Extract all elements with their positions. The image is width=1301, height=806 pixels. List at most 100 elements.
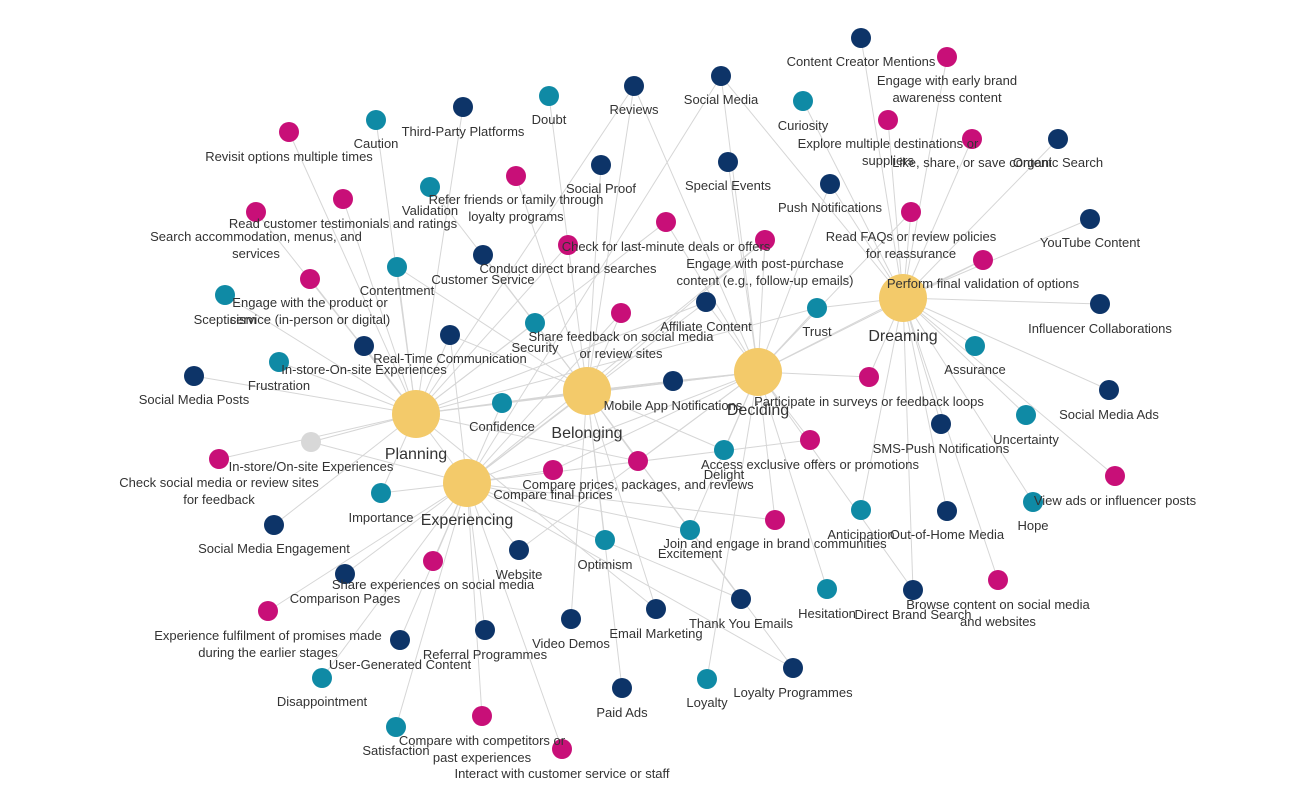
node-assurance[interactable] (965, 336, 985, 356)
edge-dreaming-curiosity (802, 100, 904, 299)
node-real-time-communication[interactable] (440, 325, 460, 345)
node-perform-final-validation[interactable] (973, 250, 993, 270)
label-excitement: Excitement (658, 546, 723, 561)
node-scepticism[interactable] (215, 285, 235, 305)
node-dreaming[interactable] (879, 274, 927, 322)
edge-dreaming-uncertainty (902, 297, 1027, 416)
node-affiliate-content[interactable] (696, 292, 716, 312)
node-doubt[interactable] (539, 86, 559, 106)
node-third-party-platforms[interactable] (453, 97, 473, 117)
node-social-proof[interactable] (591, 155, 611, 175)
edge-planning-frustration (278, 361, 417, 415)
node-youtube-content[interactable] (1080, 209, 1100, 229)
label-hope: Hope (1017, 518, 1048, 533)
node-sms-push-notifications[interactable] (931, 414, 951, 434)
node-compare-prices-packages[interactable] (628, 451, 648, 471)
node-in-store-on-site-experiences-2[interactable] (354, 336, 374, 356)
node-out-of-home-media[interactable] (937, 501, 957, 521)
node-video-demos[interactable] (561, 609, 581, 629)
node-check-social-review[interactable] (209, 449, 229, 469)
edge-deciding-join-communities (757, 371, 776, 521)
node-hope[interactable] (1023, 492, 1043, 512)
label-video-demos: Video Demos (532, 636, 610, 651)
node-interact-customer-service[interactable] (552, 739, 572, 759)
node-explore-destinations[interactable] (878, 110, 898, 130)
label-reviews: Reviews (609, 102, 659, 117)
label-satisfaction: Satisfaction (362, 743, 429, 758)
node-thank-you-emails[interactable] (731, 589, 751, 609)
node-like-share-save[interactable] (962, 129, 982, 149)
label-anticipation: Anticipation (827, 527, 894, 542)
node-participate-surveys[interactable] (859, 367, 879, 387)
node-optimism[interactable] (595, 530, 615, 550)
node-engage-product-service[interactable] (300, 269, 320, 289)
node-in-store-on-site-experiences[interactable] (301, 432, 321, 452)
node-anticipation[interactable] (851, 500, 871, 520)
label-check-social-review: Check social media or review sites for fe… (119, 475, 319, 507)
node-belonging[interactable] (563, 367, 611, 415)
node-comparison-pages[interactable] (335, 564, 355, 584)
node-compare-competitors[interactable] (472, 706, 492, 726)
node-loyalty[interactable] (697, 669, 717, 689)
node-mobile-app-notifications[interactable] (663, 371, 683, 391)
node-uncertainty[interactable] (1016, 405, 1036, 425)
label-social-media-posts: Social Media Posts (139, 392, 250, 407)
node-experiencing[interactable] (443, 459, 491, 507)
label-mobile-app-notifications: Mobile App Notifications (604, 398, 743, 413)
node-direct-brand-search[interactable] (903, 580, 923, 600)
node-loyalty-programmes[interactable] (783, 658, 803, 678)
node-confidence[interactable] (492, 393, 512, 413)
node-share-experiences[interactable] (423, 551, 443, 571)
node-hesitation[interactable] (817, 579, 837, 599)
node-security[interactable] (525, 313, 545, 333)
node-browse-content[interactable] (988, 570, 1008, 590)
node-curiosity[interactable] (793, 91, 813, 111)
node-read-faqs[interactable] (901, 202, 921, 222)
node-paid-ads[interactable] (612, 678, 632, 698)
node-website[interactable] (509, 540, 529, 560)
node-check-last-minute[interactable] (656, 212, 676, 232)
node-experience-fulfilment[interactable] (258, 601, 278, 621)
node-delight[interactable] (714, 440, 734, 460)
node-refer-friends[interactable] (506, 166, 526, 186)
node-validation[interactable] (420, 177, 440, 197)
node-contentment[interactable] (387, 257, 407, 277)
edge-belonging-social-proof (586, 164, 602, 392)
node-influencer-collaborations[interactable] (1090, 294, 1110, 314)
node-push-notifications[interactable] (820, 174, 840, 194)
node-user-generated-content[interactable] (390, 630, 410, 650)
node-organic-search[interactable] (1048, 129, 1068, 149)
node-satisfaction[interactable] (386, 717, 406, 737)
node-share-feedback[interactable] (611, 303, 631, 323)
node-referral-programmes[interactable] (475, 620, 495, 640)
node-deciding[interactable] (734, 348, 782, 396)
node-caution[interactable] (366, 110, 386, 130)
node-trust[interactable] (807, 298, 827, 318)
node-social-media-ads[interactable] (1099, 380, 1119, 400)
node-excitement[interactable] (680, 520, 700, 540)
node-engage-post-purchase[interactable] (755, 230, 775, 250)
node-access-exclusive-offers[interactable] (800, 430, 820, 450)
node-search-accommodation[interactable] (246, 202, 266, 222)
node-customer-service[interactable] (473, 245, 493, 265)
node-special-events[interactable] (718, 152, 738, 172)
node-revisit-options[interactable] (279, 122, 299, 142)
node-compare-final-prices[interactable] (543, 460, 563, 480)
node-social-media-posts[interactable] (184, 366, 204, 386)
node-engage-early-awareness[interactable] (937, 47, 957, 67)
node-content-creator-mentions[interactable] (851, 28, 871, 48)
label-confidence: Confidence (469, 419, 535, 434)
node-email-marketing[interactable] (646, 599, 666, 619)
node-join-communities[interactable] (765, 510, 785, 530)
node-planning[interactable] (392, 390, 440, 438)
node-social-media-engagement[interactable] (264, 515, 284, 535)
node-view-ads-influencer[interactable] (1105, 466, 1125, 486)
node-frustration[interactable] (269, 352, 289, 372)
node-reviews[interactable] (624, 76, 644, 96)
node-conduct-direct-searches[interactable] (558, 235, 578, 255)
node-disappointment[interactable] (312, 668, 332, 688)
node-social-media[interactable] (711, 66, 731, 86)
node-read-testimonials[interactable] (333, 189, 353, 209)
node-importance[interactable] (371, 483, 391, 503)
edge-deciding-dreaming (757, 297, 904, 373)
